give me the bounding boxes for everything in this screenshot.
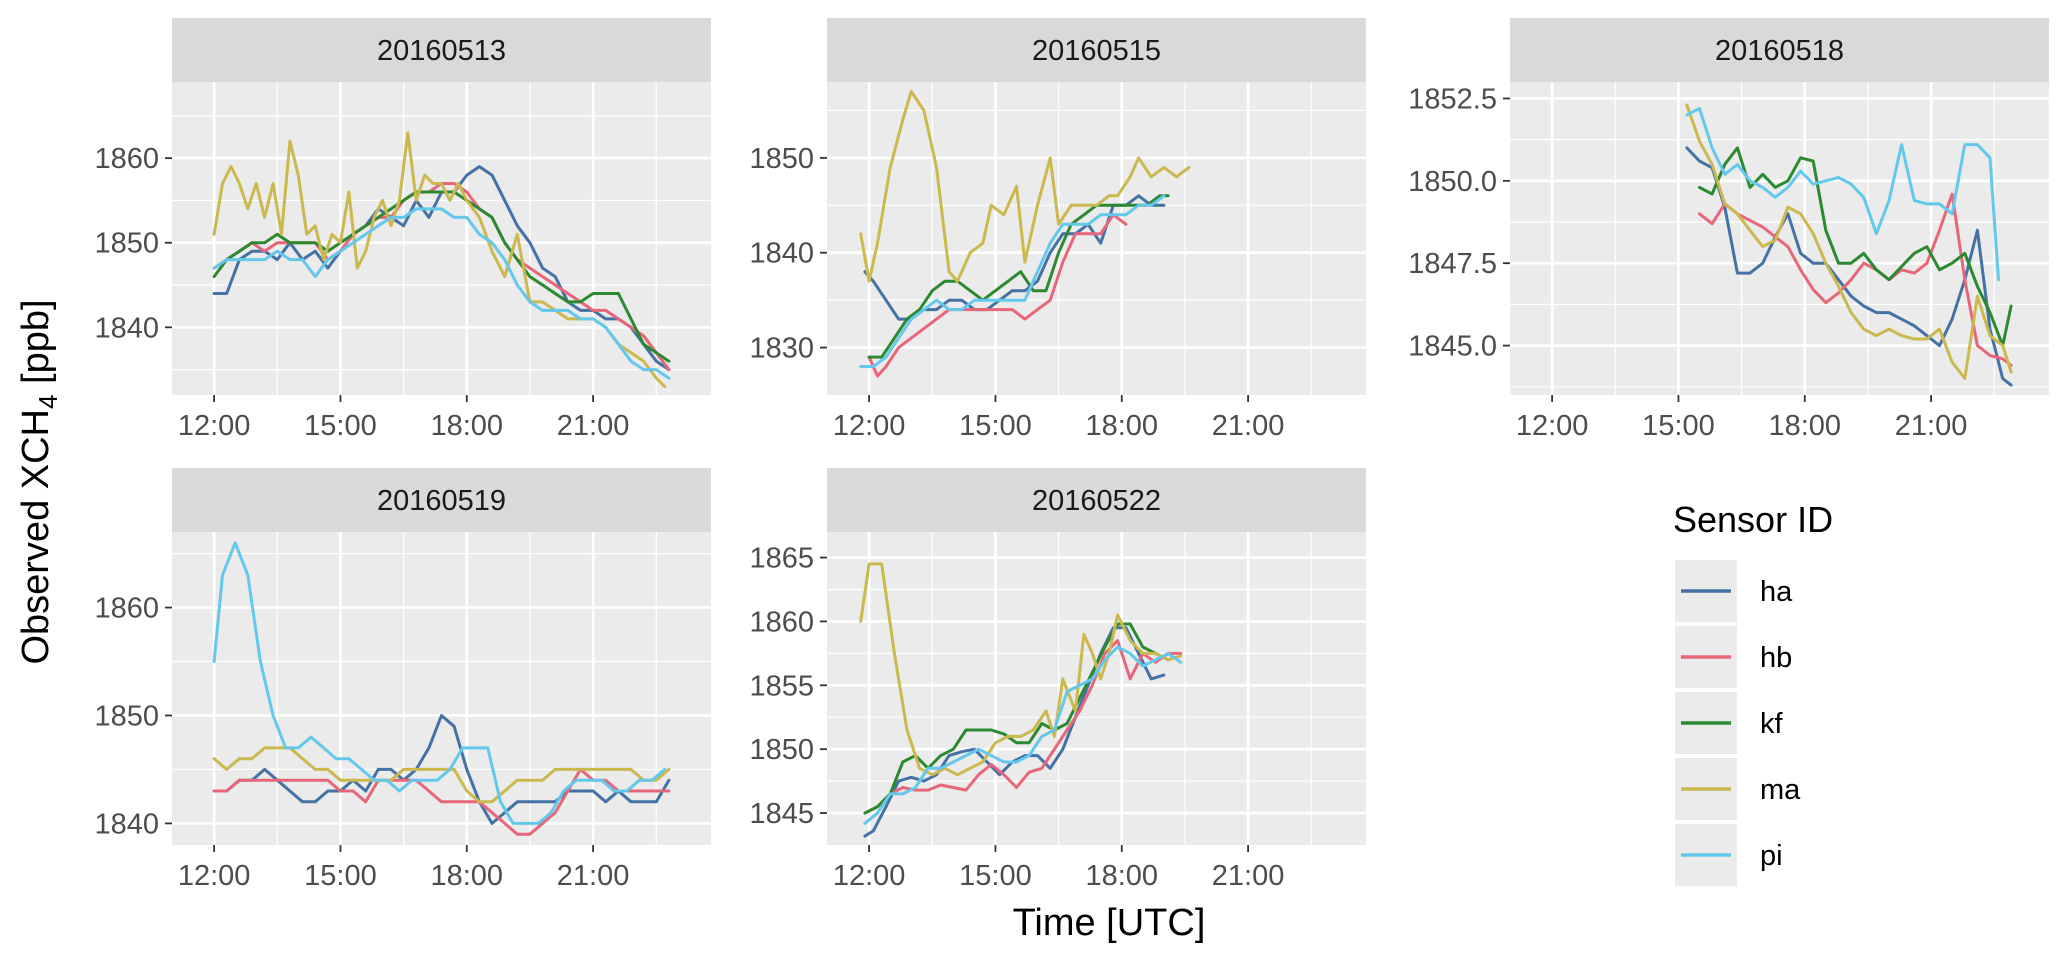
panel-strip — [827, 18, 1366, 82]
series-line-pi — [1685, 106, 2000, 282]
x-tick-label: 12:00 — [833, 860, 906, 892]
legend-label: pi — [1760, 840, 1783, 872]
y-tick-label: 1860 — [94, 593, 159, 625]
x-tick-label: 12:00 — [178, 410, 251, 442]
x-tick-label: 18:00 — [1768, 410, 1841, 442]
x-tick-label: 15:00 — [1642, 410, 1715, 442]
x-tick-label: 21:00 — [557, 410, 630, 442]
y-tick-label: 1850 — [94, 700, 159, 732]
x-tick-label: 18:00 — [1085, 410, 1158, 442]
series-line-ha — [212, 714, 671, 825]
series-line-ma — [212, 131, 667, 388]
y-axis-title: Observed XCH4 [ppb] — [15, 299, 63, 664]
x-tick-label: 15:00 — [959, 410, 1032, 442]
series-line-ma — [1685, 103, 2013, 380]
x-tick-label: 12:00 — [1516, 410, 1589, 442]
y-tick-label: 1840 — [94, 808, 159, 840]
y-tick-label: 1850.0 — [1408, 166, 1497, 198]
panel-20160522: 20160522 12:00 15:00 18:00 21:00 1845 1850 1855… — [749, 468, 1366, 892]
y-axis-title-unit: [ppb] — [15, 299, 57, 394]
x-tick-label: 18:00 — [430, 860, 503, 892]
panel-strip-label: 20160519 — [377, 485, 506, 517]
x-tick-label: 12:00 — [178, 860, 251, 892]
y-tick-label: 1845.0 — [1408, 331, 1497, 363]
series-line-kf — [867, 194, 1170, 359]
y-tick-label: 1840 — [94, 312, 159, 344]
legend-label: kf — [1760, 708, 1784, 740]
series-line-pi — [863, 645, 1183, 825]
series-line-hb — [863, 639, 1183, 815]
x-tick-label: 21:00 — [1212, 410, 1285, 442]
panel-20160515: 20160515 12:00 15:00 18:00 21:00 1830 1840 1850 — [749, 18, 1366, 442]
x-tick-label: 21:00 — [1895, 410, 1968, 442]
y-tick-label: 1852.5 — [1408, 83, 1497, 115]
panel-strip-label: 20160515 — [1032, 35, 1161, 67]
y-tick-label: 1850 — [94, 228, 159, 260]
panel-20160513: 20160513 12:00 15:00 18:00 21:00 1840 1850 1860 — [94, 18, 711, 442]
legend-item-ma: ma — [1675, 758, 1801, 820]
series-line-pi — [859, 194, 1166, 368]
x-tick-label: 15:00 — [304, 860, 377, 892]
panel-20160519: 20160519 12:00 15:00 18:00 21:00 1840 1850 1860 — [94, 468, 711, 892]
x-tick-label: 12:00 — [833, 410, 906, 442]
y-tick-label: 1865 — [749, 543, 814, 575]
panel-strip-label: 20160522 — [1032, 485, 1161, 517]
x-tick-label: 15:00 — [304, 410, 377, 442]
panel-strip — [1510, 18, 2049, 82]
x-tick-label: 21:00 — [1212, 860, 1285, 892]
series-line-kf — [1698, 146, 2013, 348]
panel-strip — [172, 18, 711, 82]
panel-plot-area — [827, 532, 1366, 845]
series-line-ma — [859, 562, 1183, 777]
x-axis-title: Time [UTC] — [1013, 902, 1206, 944]
series-line-kf — [212, 190, 671, 363]
panel-strip-label: 20160513 — [377, 35, 506, 67]
y-tick-label: 1860 — [749, 606, 814, 638]
y-axis-title-subscript: 4 — [33, 395, 63, 409]
y-tick-label: 1860 — [94, 143, 159, 175]
legend-item-hb: hb — [1675, 626, 1792, 688]
series-line-hb — [1698, 192, 2013, 367]
legend-item-pi: pi — [1675, 824, 1783, 886]
x-tick-label: 18:00 — [430, 410, 503, 442]
y-tick-label: 1830 — [749, 333, 814, 365]
panel-20160518: 20160518 12:00 15:00 18:00 21:00 1845.0 1847.5… — [1408, 18, 2049, 442]
legend-label: ma — [1760, 774, 1801, 806]
chart-panels: 20160513 12:00 15:00 18:00 21:00 1840 1850 1860… — [94, 18, 2049, 892]
x-tick-label: 18:00 — [1085, 860, 1158, 892]
legend-item-ha: ha — [1675, 560, 1793, 622]
legend-title: Sensor ID — [1673, 499, 1833, 540]
legend-label: hb — [1760, 642, 1792, 674]
y-tick-label: 1850 — [749, 143, 814, 175]
y-tick-label: 1855 — [749, 670, 814, 702]
panel-plot-area — [172, 82, 711, 395]
panel-strip — [827, 468, 1366, 532]
y-tick-label: 1850 — [749, 734, 814, 766]
panel-plot-area — [172, 532, 711, 845]
series-line-pi — [212, 541, 667, 825]
series-line-pi — [212, 207, 671, 380]
x-tick-label: 21:00 — [557, 860, 630, 892]
legend-item-kf: kf — [1675, 692, 1784, 754]
series-line-hb — [867, 213, 1128, 378]
x-tick-label: 15:00 — [959, 860, 1032, 892]
series-line-ma — [859, 90, 1191, 283]
panel-strip-label: 20160518 — [1715, 35, 1844, 67]
legend: Sensor ID ha hb kf ma pi — [1673, 499, 1833, 886]
panel-strip — [172, 468, 711, 532]
legend-label: ha — [1760, 576, 1793, 608]
y-tick-label: 1847.5 — [1408, 248, 1497, 280]
series-line-ha — [1685, 146, 2013, 387]
y-tick-label: 1840 — [749, 238, 814, 270]
y-tick-label: 1845 — [749, 798, 814, 830]
